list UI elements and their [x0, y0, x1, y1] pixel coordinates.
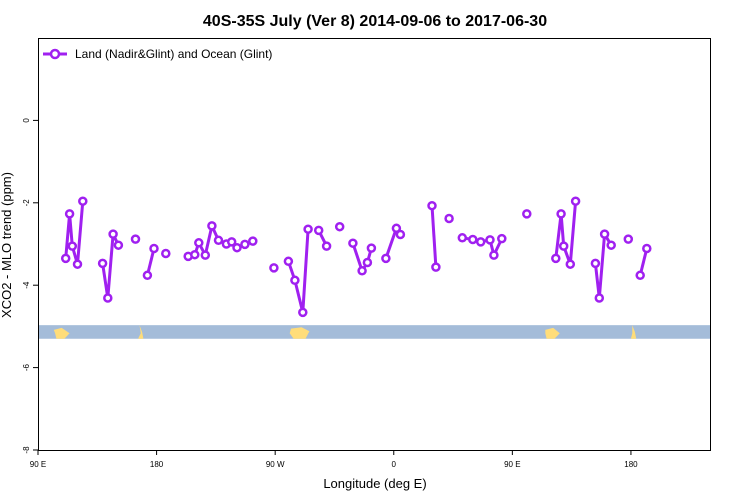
data-point: [475, 237, 486, 247]
data-point: [362, 257, 373, 268]
y-tick-label: 0: [22, 118, 31, 123]
data-point: [468, 234, 478, 245]
data-point: [522, 209, 532, 219]
data-point: [427, 200, 437, 211]
land-shape: [53, 327, 70, 339]
data-point: [485, 235, 495, 245]
data-point: [431, 262, 441, 272]
data-point: [556, 209, 566, 219]
x-tick-label: 90 E: [30, 460, 46, 469]
data-point: [213, 235, 224, 246]
plot-frame: [38, 38, 711, 451]
data-point: [78, 196, 88, 206]
land-shape: [545, 327, 560, 339]
x-axis-ticks: 90 E 180 90 W 0 90 E 180: [30, 450, 638, 469]
data-point: [142, 270, 153, 281]
data-point: [269, 263, 279, 273]
data-point: [381, 253, 391, 264]
data-point: [60, 253, 71, 264]
y-axis-label: XCO2 - MLO trend (ppm): [0, 172, 14, 318]
x-tick-label: 90 W: [266, 460, 285, 469]
data-point: [190, 249, 200, 260]
series-line: [593, 232, 613, 300]
data-point: [570, 196, 581, 206]
x-tick-label: 90 E: [504, 460, 520, 469]
x-axis-label: Longitude (deg E): [323, 476, 426, 491]
series-line: [286, 229, 310, 314]
y-tick-label: -6: [22, 363, 31, 371]
data-point: [558, 241, 569, 251]
series-line: [351, 242, 373, 273]
data-point: [395, 229, 406, 240]
data-point: [313, 225, 324, 236]
data-point: [551, 253, 561, 264]
series-line: [430, 205, 438, 268]
land-shape: [138, 325, 144, 339]
y-tick-label: -4: [22, 281, 31, 289]
data-point: [72, 259, 83, 269]
data-point: [599, 229, 610, 239]
data-point: [232, 242, 242, 253]
legend-label: Land (Nadir&Glint) and Ocean (Glint): [75, 47, 272, 61]
x-tick-label: 0: [392, 460, 397, 469]
data-point: [149, 243, 159, 254]
data-point: [635, 270, 645, 281]
data-point: [283, 256, 294, 267]
ocean-band: [38, 325, 710, 339]
data-point: [321, 241, 332, 251]
data-point: [606, 240, 616, 250]
data-point: [64, 209, 75, 219]
series-points: [60, 196, 652, 318]
data-point: [113, 240, 124, 250]
data-point: [348, 238, 358, 248]
data-point: [366, 243, 377, 253]
data-point: [489, 250, 499, 260]
data-point: [240, 239, 250, 250]
data-point: [226, 237, 237, 247]
legend: Land (Nadir&Glint) and Ocean (Glint): [43, 47, 272, 61]
data-point: [67, 241, 78, 251]
data-point: [108, 229, 118, 239]
data-point: [298, 307, 308, 318]
data-point: [497, 233, 507, 244]
data-point: [391, 223, 402, 234]
land-ocean-band: [38, 325, 710, 339]
data-point: [207, 221, 217, 231]
data-point: [623, 234, 634, 244]
data-point: [594, 293, 605, 303]
data-point: [161, 248, 171, 259]
data-point: [642, 243, 652, 254]
data-point: [334, 221, 345, 232]
data-point: [194, 238, 204, 248]
chart-title: 40S-35S July (Ver 8) 2014-09-06 to 2017-…: [203, 13, 547, 30]
data-point: [444, 213, 454, 224]
data-point: [248, 236, 258, 246]
data-point: [357, 266, 367, 276]
y-tick-label: -8: [22, 446, 31, 454]
data-point: [97, 258, 108, 269]
data-point: [565, 259, 576, 269]
land-shape: [630, 325, 637, 339]
data-point: [303, 224, 313, 234]
data-point: [457, 233, 468, 243]
x-tick-label: 180: [624, 460, 638, 469]
land-shape: [289, 327, 310, 339]
series-line: [101, 232, 120, 300]
data-point: [590, 258, 601, 269]
y-tick-label: -2: [22, 199, 31, 207]
legend-marker: [49, 48, 61, 60]
x-tick-label: 180: [150, 460, 164, 469]
data-point: [200, 250, 211, 260]
data-point: [130, 234, 141, 244]
y-axis-ticks: -8 -6 -4 -2 0: [22, 118, 38, 454]
data-point: [103, 293, 113, 303]
data-point: [290, 275, 300, 286]
